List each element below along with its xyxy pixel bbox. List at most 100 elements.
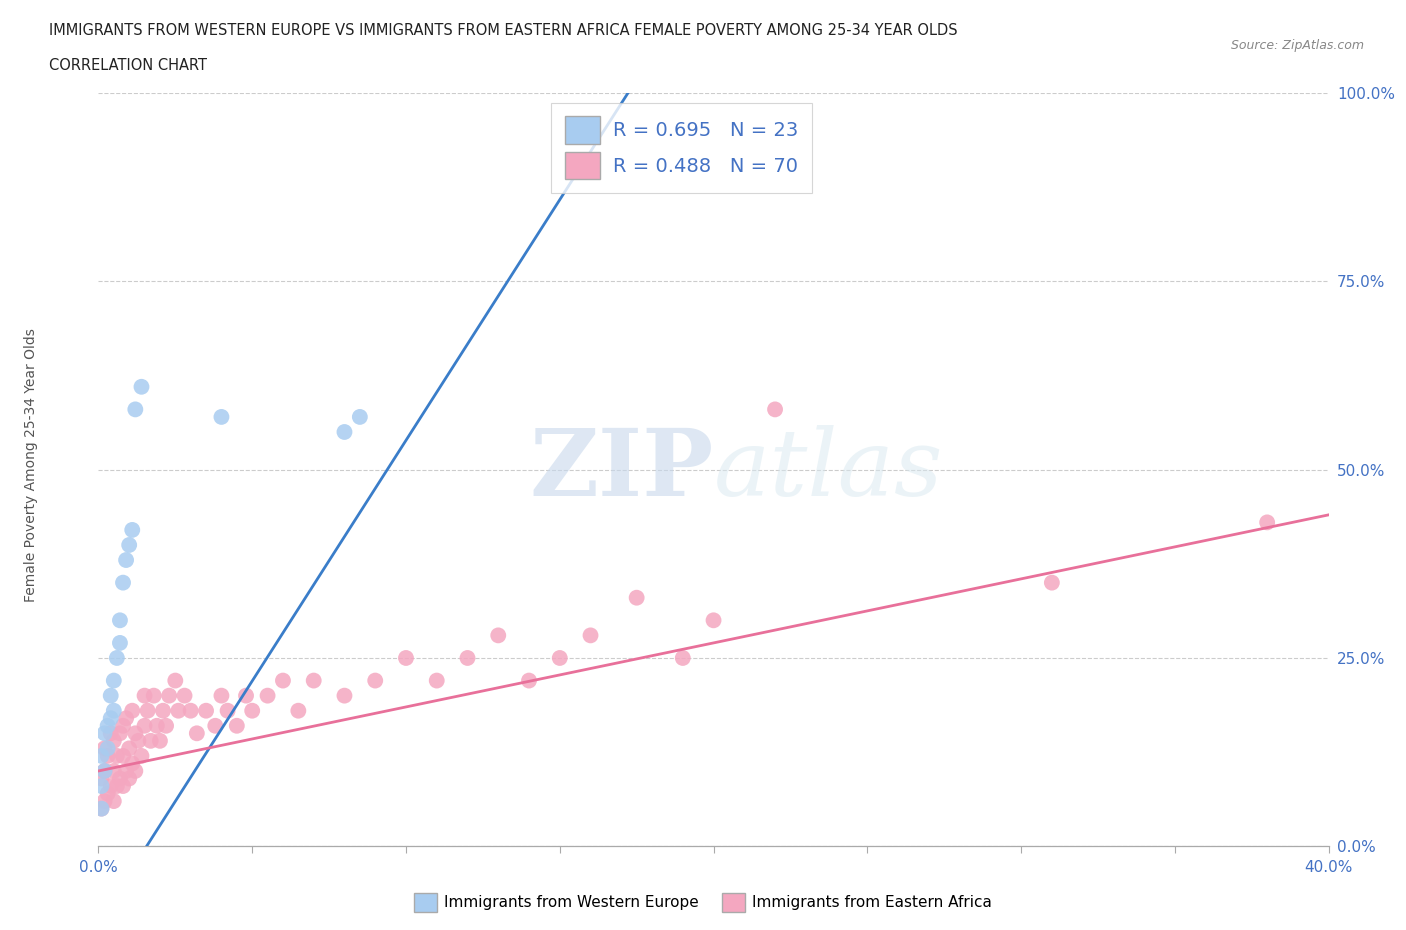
Point <box>93 793 115 808</box>
Point <box>217 703 239 718</box>
Point <box>108 635 131 650</box>
Point <box>118 538 141 552</box>
Point <box>121 523 143 538</box>
Point <box>118 771 141 786</box>
Point <box>112 718 135 733</box>
Text: 0.0%: 0.0% <box>79 860 118 875</box>
Point <box>124 764 146 778</box>
Point <box>157 688 180 703</box>
Point <box>271 673 294 688</box>
Point <box>703 613 725 628</box>
Text: CORRELATION CHART: CORRELATION CHART <box>49 58 207 73</box>
Point <box>426 673 449 688</box>
Point <box>105 778 128 793</box>
Point <box>167 703 190 718</box>
Point <box>142 688 165 703</box>
Point <box>240 703 263 718</box>
Text: atlas: atlas <box>714 425 943 514</box>
Legend: Immigrants from Western Europe, Immigrants from Eastern Africa: Immigrants from Western Europe, Immigran… <box>408 887 998 918</box>
Legend: R = 0.695   N = 23, R = 0.488   N = 70: R = 0.695 N = 23, R = 0.488 N = 70 <box>551 102 813 193</box>
Point <box>108 726 131 741</box>
Point <box>1040 575 1063 591</box>
Point <box>127 734 149 749</box>
Point <box>333 424 356 440</box>
Point <box>93 741 115 756</box>
Point <box>103 764 125 778</box>
Text: ZIP: ZIP <box>529 425 714 514</box>
Point <box>131 379 153 394</box>
Point <box>548 651 571 666</box>
Point <box>136 703 159 718</box>
Point <box>124 726 146 741</box>
Point <box>115 764 138 778</box>
Point <box>349 409 371 424</box>
Point <box>486 628 509 643</box>
Point <box>134 688 156 703</box>
Point <box>149 734 172 749</box>
Point <box>118 741 141 756</box>
Text: 40.0%: 40.0% <box>1305 860 1353 875</box>
Point <box>211 409 233 424</box>
Point <box>90 749 112 764</box>
Point <box>100 778 122 793</box>
Point <box>333 688 356 703</box>
Point <box>211 688 233 703</box>
Point <box>302 673 325 688</box>
Point <box>97 786 120 801</box>
Point <box>180 703 202 718</box>
Point <box>763 402 786 417</box>
Point <box>225 718 247 733</box>
Point <box>139 734 162 749</box>
Point <box>195 703 218 718</box>
Point <box>100 688 122 703</box>
Point <box>112 749 135 764</box>
Point <box>90 771 112 786</box>
Point <box>112 778 135 793</box>
Point <box>579 628 602 643</box>
Point <box>235 688 257 703</box>
Point <box>152 703 174 718</box>
Point <box>103 703 125 718</box>
Point <box>90 802 112 817</box>
Point <box>456 651 478 666</box>
Point <box>672 651 695 666</box>
Point <box>121 756 143 771</box>
Point <box>105 651 128 666</box>
Point <box>97 749 120 764</box>
Point <box>131 749 153 764</box>
Point <box>186 726 208 741</box>
Point <box>1256 515 1278 530</box>
Point <box>93 726 115 741</box>
Text: IMMIGRANTS FROM WESTERN EUROPE VS IMMIGRANTS FROM EASTERN AFRICA FEMALE POVERTY : IMMIGRANTS FROM WESTERN EUROPE VS IMMIGR… <box>49 23 957 38</box>
Point <box>626 591 648 605</box>
Point <box>108 771 131 786</box>
Point <box>100 711 122 725</box>
Point <box>97 741 120 756</box>
Point <box>97 718 120 733</box>
Text: Female Poverty Among 25-34 Year Olds: Female Poverty Among 25-34 Year Olds <box>24 328 38 602</box>
Point <box>146 718 169 733</box>
Point <box>93 764 115 778</box>
Point <box>112 575 135 591</box>
Point <box>93 764 115 778</box>
Point <box>115 552 138 567</box>
Point <box>121 703 143 718</box>
Point <box>165 673 187 688</box>
Point <box>395 651 418 666</box>
Point <box>287 703 309 718</box>
Point <box>100 726 122 741</box>
Point <box>155 718 177 733</box>
Point <box>134 718 156 733</box>
Point <box>105 749 128 764</box>
Text: Source: ZipAtlas.com: Source: ZipAtlas.com <box>1230 39 1364 52</box>
Point <box>103 673 125 688</box>
Point <box>103 734 125 749</box>
Point <box>124 402 146 417</box>
Point <box>517 673 540 688</box>
Point <box>204 718 226 733</box>
Point <box>90 778 112 793</box>
Point <box>173 688 195 703</box>
Point <box>115 711 138 725</box>
Point <box>256 688 278 703</box>
Point <box>108 613 131 628</box>
